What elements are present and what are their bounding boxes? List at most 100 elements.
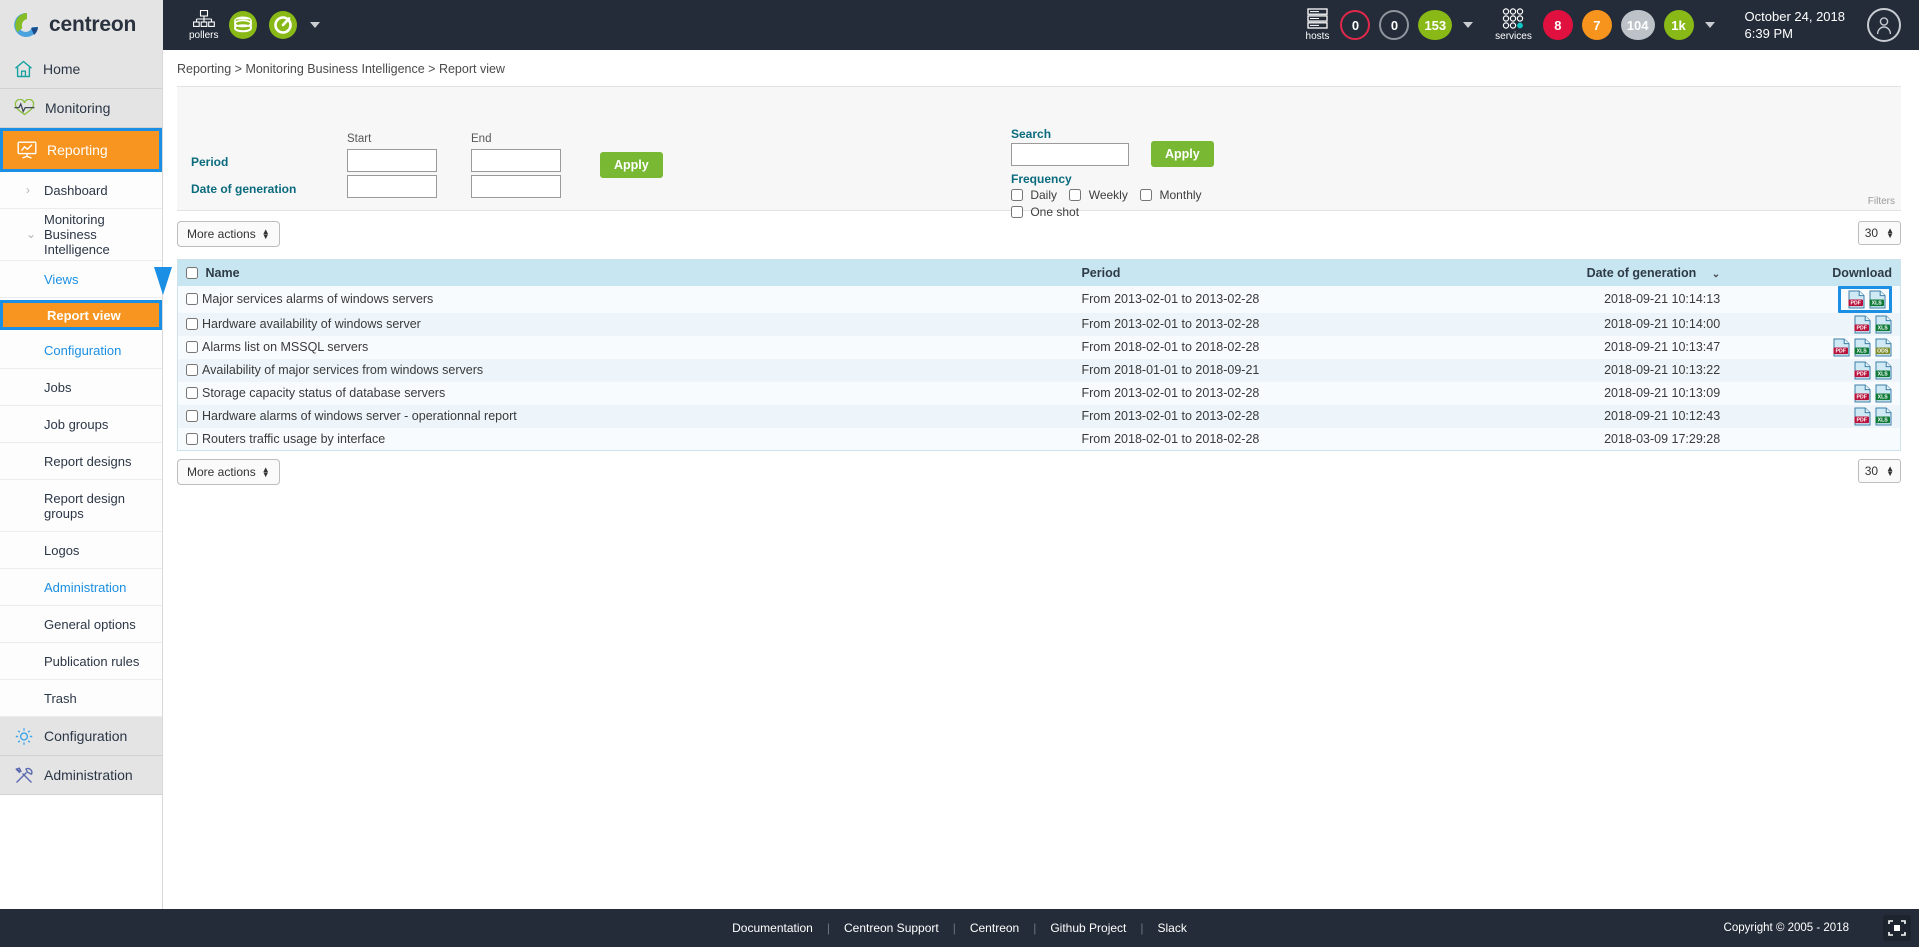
sidebar-item-monitoring[interactable]: Monitoring bbox=[0, 89, 162, 128]
table-row[interactable]: Hardware alarms of windows server - oper… bbox=[177, 404, 1901, 428]
frequency-monthly-checkbox[interactable] bbox=[1140, 189, 1153, 201]
pollers-indicator[interactable]: pollers bbox=[189, 9, 218, 41]
apply-search-button[interactable]: Apply bbox=[1151, 141, 1214, 167]
frequency-daily-checkbox[interactable] bbox=[1011, 189, 1023, 201]
services-ok-count[interactable]: 1k bbox=[1663, 10, 1694, 40]
table-row[interactable]: Routers traffic usage by interface From 2… bbox=[177, 427, 1901, 451]
frequency-monthly-option[interactable]: Monthly bbox=[1140, 188, 1202, 202]
services-indicator[interactable]: services bbox=[1495, 8, 1532, 42]
more-actions-button-bottom[interactable]: More actions ▲ ▼ bbox=[177, 459, 280, 485]
sidebar-item-publication-rules[interactable]: Publication rules bbox=[0, 643, 162, 680]
footer-link-slack[interactable]: Slack bbox=[1157, 921, 1187, 935]
apply-period-button[interactable]: Apply bbox=[600, 152, 663, 178]
footer-link-centreon[interactable]: Centreon bbox=[969, 921, 1020, 935]
frequency-oneshot-option[interactable]: One shot bbox=[1011, 205, 1079, 219]
sidebar-item-home[interactable]: Home bbox=[0, 50, 162, 89]
tools-icon bbox=[15, 767, 33, 783]
pdf-download-icon[interactable]: PDF bbox=[1854, 407, 1871, 426]
ods-download-icon[interactable]: ODS bbox=[1875, 338, 1892, 357]
row-select-checkbox[interactable] bbox=[186, 293, 198, 305]
table-row[interactable]: Availability of major services from wind… bbox=[177, 358, 1901, 382]
table-row[interactable]: Hardware availability of windows server F… bbox=[177, 312, 1901, 336]
pdf-download-icon[interactable]: PDF bbox=[1854, 315, 1871, 334]
search-input[interactable] bbox=[1011, 143, 1129, 166]
footer-link-centreon-support[interactable]: Centreon Support bbox=[843, 921, 939, 935]
select-all-checkbox[interactable] bbox=[186, 266, 198, 279]
xls-download-icon[interactable]: XLS bbox=[1875, 361, 1892, 380]
sidebar-item-job-groups[interactable]: Job groups bbox=[0, 406, 162, 443]
page-size-selector-top[interactable]: 30 ▲ ▼ bbox=[1857, 221, 1901, 245]
hosts-chevron-down-icon[interactable] bbox=[1463, 22, 1474, 28]
xls-download-icon[interactable]: XLS bbox=[1875, 407, 1892, 426]
sidebar-item-views[interactable]: Views bbox=[0, 261, 162, 298]
table-row[interactable]: Major services alarms of windows servers… bbox=[177, 285, 1901, 313]
sidebar-item-general-options[interactable]: General options bbox=[0, 606, 162, 643]
sidebar-item-monitoring-business-intelligence[interactable]: ⌄ Monitoring Business Intelligence bbox=[0, 209, 162, 261]
engine-gauge-icon[interactable] bbox=[268, 10, 298, 40]
hosts-up-count[interactable]: 153 bbox=[1418, 10, 1453, 40]
user-avatar[interactable] bbox=[1867, 8, 1901, 42]
brand-logo[interactable]: centreon bbox=[0, 0, 163, 50]
database-status-icon[interactable] bbox=[228, 10, 258, 40]
row-select-checkbox[interactable] bbox=[186, 341, 198, 353]
frequency-weekly-checkbox[interactable] bbox=[1069, 189, 1082, 201]
frequency-label: Frequency bbox=[1011, 172, 1072, 186]
pollers-chevron-down-icon[interactable] bbox=[310, 22, 321, 28]
centreon-logo-icon bbox=[14, 12, 38, 37]
xls-download-icon[interactable]: XLS bbox=[1875, 384, 1892, 403]
period-end-input[interactable] bbox=[471, 149, 561, 172]
row-select-checkbox[interactable] bbox=[186, 364, 198, 376]
cell-date-of-generation: 2018-09-21 10:13:22 bbox=[1604, 363, 1721, 377]
sidebar-item-trash[interactable]: Trash bbox=[0, 680, 162, 717]
pdf-download-icon[interactable]: PDF bbox=[1854, 361, 1871, 380]
sidebar-item-configuration[interactable]: Configuration bbox=[0, 717, 162, 756]
more-actions-button-top[interactable]: More actions ▲ ▼ bbox=[177, 221, 280, 247]
sidebar-item-administration[interactable]: Administration bbox=[0, 756, 162, 795]
row-select-checkbox[interactable] bbox=[186, 387, 198, 399]
footer-link-documentation[interactable]: Documentation bbox=[732, 921, 813, 935]
pdf-download-icon[interactable]: PDF bbox=[1833, 338, 1850, 357]
sidebar-item-dashboard-label: Dashboard bbox=[44, 182, 108, 198]
frequency-daily-option[interactable]: Daily bbox=[1011, 188, 1060, 202]
screenshot-button[interactable] bbox=[1883, 915, 1911, 941]
frequency-weekly-option[interactable]: Weekly bbox=[1069, 188, 1131, 202]
period-start-input[interactable] bbox=[347, 149, 437, 172]
footer-link-github-project[interactable]: Github Project bbox=[1050, 921, 1127, 935]
sidebar-item-report-design-groups[interactable]: Report design groups bbox=[0, 480, 162, 532]
table-row[interactable]: Storage capacity status of database serv… bbox=[177, 381, 1901, 405]
header-date-of-generation-cell[interactable]: Date of generation ⌄ bbox=[1418, 259, 1729, 286]
footer-separator: | bbox=[952, 921, 956, 935]
sidebar-item-dashboard[interactable]: › Dashboard bbox=[0, 172, 162, 209]
sidebar-item-administration-sub[interactable]: Administration bbox=[0, 569, 162, 606]
sidebar-item-logos[interactable]: Logos bbox=[0, 532, 162, 569]
services-unknown-count[interactable]: 104 bbox=[1620, 10, 1655, 40]
sidebar-item-configuration-sub[interactable]: Configuration bbox=[0, 332, 162, 369]
frequency-oneshot-checkbox[interactable] bbox=[1011, 206, 1023, 218]
pdf-download-icon[interactable]: PDF bbox=[1848, 290, 1865, 309]
hosts-unreachable-count[interactable]: 0 bbox=[1379, 10, 1410, 40]
svg-text:XLS: XLS bbox=[1872, 300, 1883, 306]
xls-download-icon[interactable]: XLS bbox=[1869, 290, 1886, 309]
generation-start-input[interactable] bbox=[347, 175, 437, 198]
sidebar-item-jobs[interactable]: Jobs bbox=[0, 369, 162, 406]
page-size-selector-bottom[interactable]: 30 ▲ ▼ bbox=[1857, 459, 1901, 483]
generation-end-input[interactable] bbox=[471, 175, 561, 198]
table-row[interactable]: Alarms list on MSSQL servers From 2018-02… bbox=[177, 335, 1901, 359]
sidebar-item-reporting[interactable]: Reporting bbox=[0, 128, 162, 172]
pdf-download-icon[interactable]: PDF bbox=[1854, 384, 1871, 403]
sidebar-item-report-designs[interactable]: Report designs bbox=[0, 443, 162, 480]
xls-download-icon[interactable]: XLS bbox=[1854, 338, 1871, 357]
row-select-checkbox[interactable] bbox=[186, 432, 198, 445]
hosts-down-count[interactable]: 0 bbox=[1340, 10, 1371, 40]
services-critical-count[interactable]: 8 bbox=[1542, 10, 1573, 40]
row-select-checkbox[interactable] bbox=[186, 410, 198, 422]
cell-download: PDF XLS bbox=[1728, 285, 1900, 313]
sidebar-item-trash-label: Trash bbox=[44, 690, 77, 706]
hosts-indicator[interactable]: hosts bbox=[1306, 8, 1329, 42]
sidebar-item-report-view[interactable]: Report view bbox=[0, 300, 162, 330]
header-period-cell[interactable]: Period bbox=[1073, 259, 1419, 286]
services-warning-count[interactable]: 7 bbox=[1581, 10, 1612, 40]
xls-download-icon[interactable]: XLS bbox=[1875, 315, 1892, 334]
services-chevron-down-icon[interactable] bbox=[1704, 22, 1715, 28]
row-select-checkbox[interactable] bbox=[186, 318, 198, 330]
